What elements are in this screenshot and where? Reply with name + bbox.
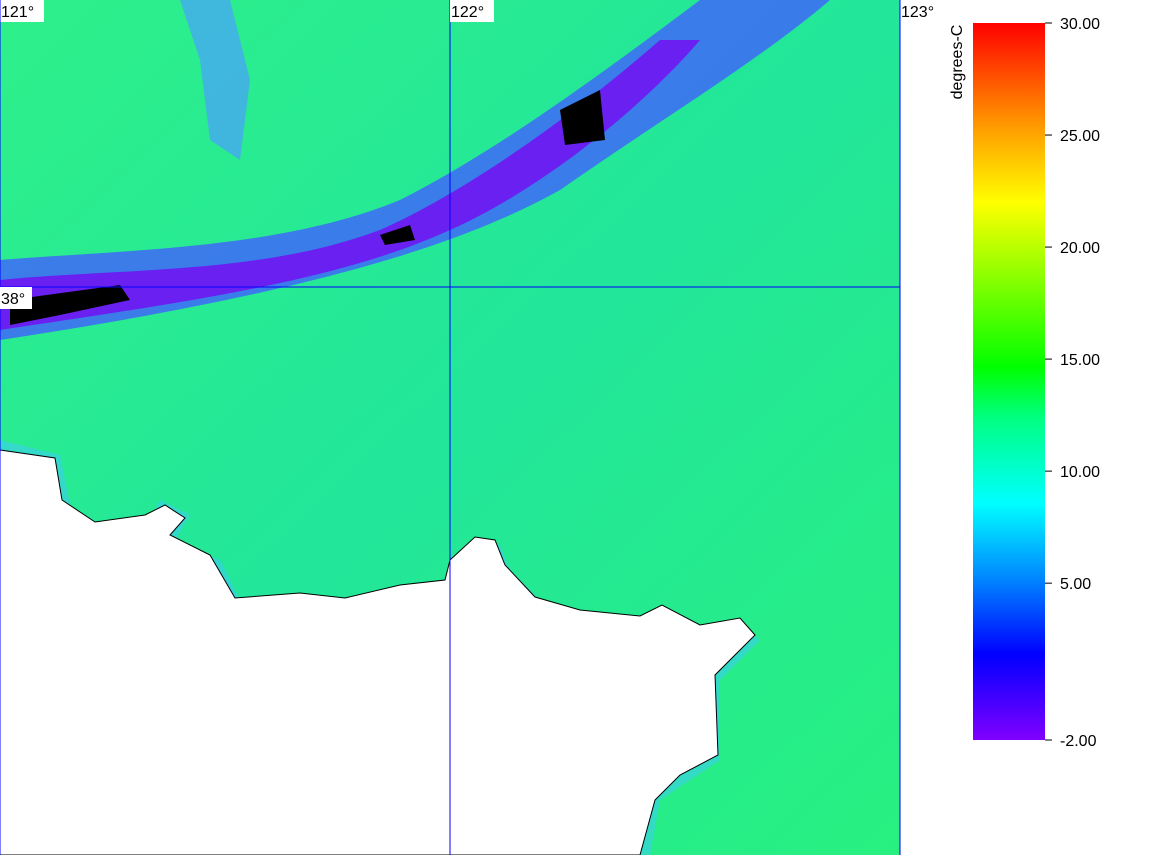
colorbar-tick-label: 10.00 <box>1060 464 1100 481</box>
colorbar-tick-label: 5.00 <box>1060 576 1091 593</box>
colorbar-tick-label: -2.00 <box>1060 733 1097 750</box>
colorbar-tick-label: 25.00 <box>1060 128 1100 145</box>
colorbar: degrees-C 30.00 25.00 20.00 15.00 10.00 5.00 -… <box>949 16 1100 750</box>
colorbar-tick-label: 15.00 <box>1060 352 1100 369</box>
colorbar-ramp <box>973 23 1045 740</box>
colorbar-tick-label: 20.00 <box>1060 240 1100 257</box>
label-bg <box>900 0 944 22</box>
longitude-label: 122° <box>451 4 484 21</box>
coldest-pixels <box>10 90 605 325</box>
label-bg <box>0 287 32 309</box>
longitude-label: 121° <box>1 4 34 21</box>
label-bg <box>0 0 44 22</box>
latitude-label: 38° <box>1 291 25 308</box>
longitude-label: 123° <box>901 4 934 21</box>
land <box>0 449 756 856</box>
label-bg <box>450 0 494 22</box>
graticule: 121° 122° 123° 38° <box>0 0 944 855</box>
colorbar-tick-label: 30.00 <box>1060 16 1100 33</box>
cold-patch <box>180 0 250 160</box>
colorbar-title: degrees-C <box>949 25 966 100</box>
